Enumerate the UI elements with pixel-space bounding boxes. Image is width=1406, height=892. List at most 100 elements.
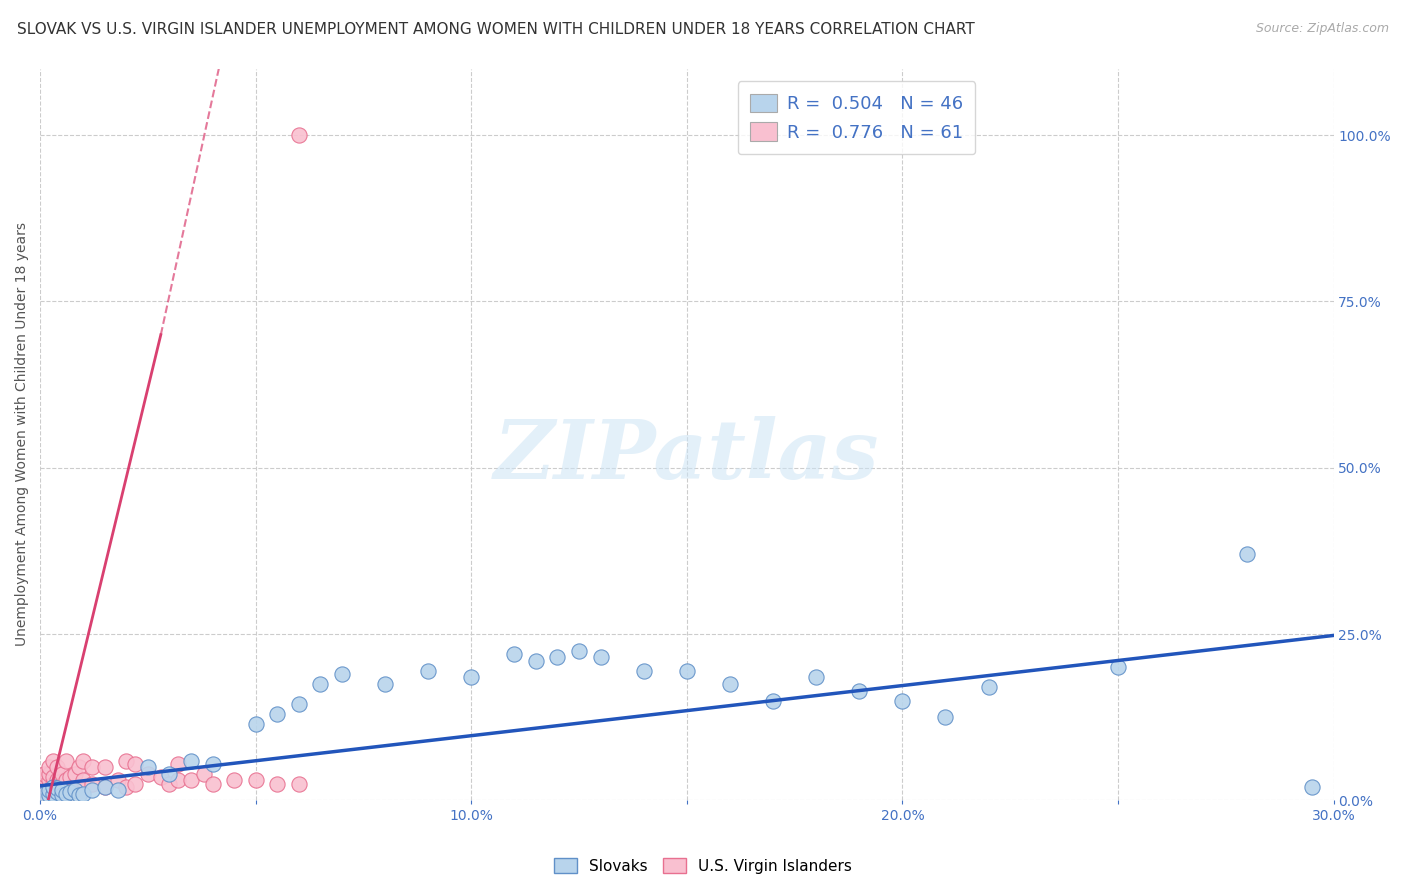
Point <box>107 783 129 797</box>
Point <box>42 787 65 801</box>
Point <box>38 788 60 802</box>
Point <box>34 787 56 801</box>
Point <box>34 787 56 801</box>
Point <box>34 790 56 805</box>
Point <box>63 783 86 797</box>
Text: Source: ZipAtlas.com: Source: ZipAtlas.com <box>1256 22 1389 36</box>
Point <box>330 667 353 681</box>
Point <box>180 754 202 768</box>
Point <box>288 128 311 142</box>
Point <box>201 756 224 771</box>
Point <box>568 644 591 658</box>
Point <box>67 760 90 774</box>
Point <box>149 770 172 784</box>
Point <box>38 783 60 797</box>
Text: SLOVAK VS U.S. VIRGIN ISLANDER UNEMPLOYMENT AMONG WOMEN WITH CHILDREN UNDER 18 Y: SLOVAK VS U.S. VIRGIN ISLANDER UNEMPLOYM… <box>17 22 974 37</box>
Legend: R =  0.504   N = 46, R =  0.776   N = 61: R = 0.504 N = 46, R = 0.776 N = 61 <box>738 81 976 154</box>
Point <box>38 780 60 794</box>
Point <box>309 677 332 691</box>
Point <box>59 780 82 794</box>
Point <box>63 783 86 797</box>
Point <box>633 664 655 678</box>
Point <box>266 777 288 791</box>
Point <box>55 773 77 788</box>
Point <box>546 650 568 665</box>
Point <box>1301 780 1323 794</box>
Point <box>418 664 440 678</box>
Point <box>762 693 785 707</box>
Point <box>245 717 267 731</box>
Point <box>224 773 246 788</box>
Point <box>460 670 482 684</box>
Point <box>55 787 77 801</box>
Point <box>42 754 65 768</box>
Point <box>193 767 215 781</box>
Point <box>159 777 181 791</box>
Point <box>675 664 697 678</box>
Point <box>46 780 69 794</box>
Point <box>804 670 827 684</box>
Point <box>167 773 190 788</box>
Point <box>94 780 117 794</box>
Point <box>67 780 90 794</box>
Point <box>42 777 65 791</box>
Point <box>848 683 870 698</box>
Point <box>46 773 69 788</box>
Point <box>46 787 69 801</box>
Point <box>124 777 146 791</box>
Y-axis label: Unemployment Among Women with Children Under 18 years: Unemployment Among Women with Children U… <box>15 222 30 647</box>
Point <box>288 777 311 791</box>
Legend: Slovaks, U.S. Virgin Islanders: Slovaks, U.S. Virgin Islanders <box>548 852 858 880</box>
Point <box>180 773 202 788</box>
Point <box>34 770 56 784</box>
Point <box>136 760 159 774</box>
Point <box>51 777 73 791</box>
Point <box>34 780 56 794</box>
Point <box>136 767 159 781</box>
Point <box>72 787 94 801</box>
Point <box>38 787 60 801</box>
Point <box>718 677 741 691</box>
Point <box>288 697 311 711</box>
Point <box>245 773 267 788</box>
Point <box>46 785 69 799</box>
Point <box>503 647 526 661</box>
Point <box>977 681 1000 695</box>
Point <box>59 770 82 784</box>
Point <box>266 706 288 721</box>
Point <box>51 788 73 802</box>
Point <box>80 760 103 774</box>
Point <box>94 760 117 774</box>
Point <box>107 773 129 788</box>
Point <box>374 677 396 691</box>
Point <box>80 783 103 797</box>
Point <box>51 767 73 781</box>
Point <box>38 760 60 774</box>
Point <box>589 650 612 665</box>
Point <box>38 783 60 797</box>
Point <box>34 767 56 781</box>
Text: ZIPatlas: ZIPatlas <box>494 417 880 497</box>
Point <box>72 773 94 788</box>
Point <box>51 783 73 797</box>
Point <box>524 654 547 668</box>
Point <box>38 790 60 805</box>
Point <box>38 767 60 781</box>
Point <box>67 788 90 802</box>
Point <box>63 767 86 781</box>
Point <box>42 780 65 794</box>
Point <box>46 760 69 774</box>
Point <box>124 756 146 771</box>
Point <box>934 710 956 724</box>
Point <box>42 770 65 784</box>
Point <box>115 754 138 768</box>
Point <box>72 754 94 768</box>
Point <box>1107 660 1129 674</box>
Point <box>42 788 65 802</box>
Point <box>46 781 69 796</box>
Point <box>38 773 60 788</box>
Point <box>72 783 94 797</box>
Point <box>55 783 77 797</box>
Point <box>167 756 190 771</box>
Point <box>891 693 914 707</box>
